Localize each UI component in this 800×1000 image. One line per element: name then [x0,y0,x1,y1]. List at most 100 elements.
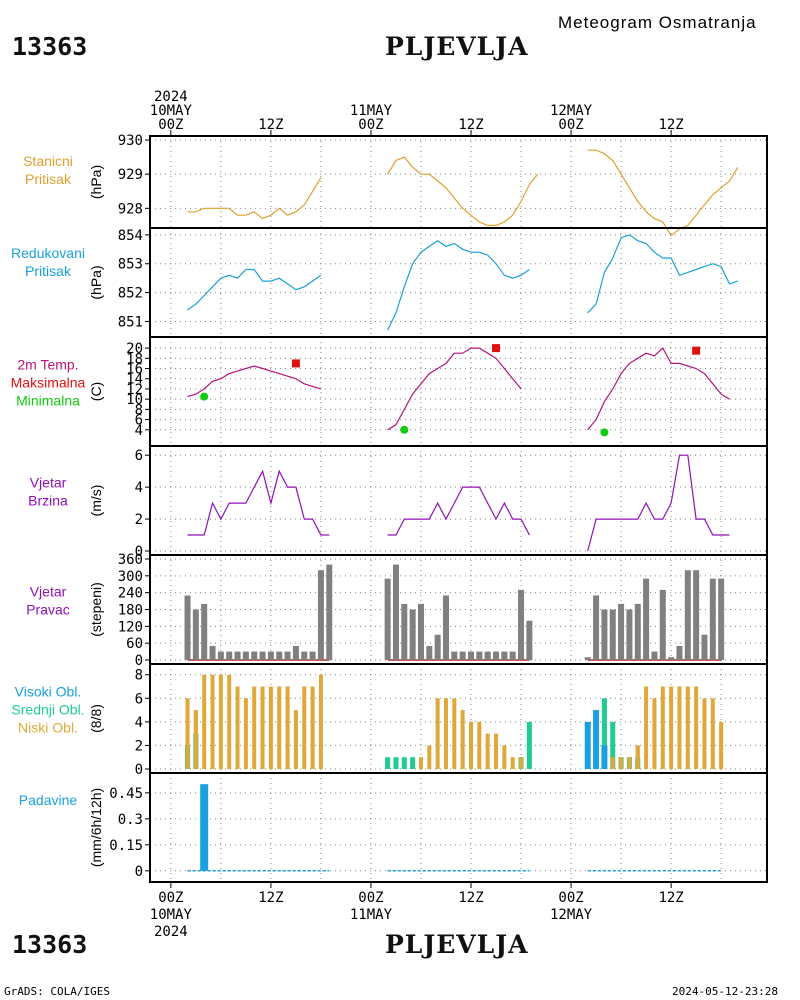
low-cloud-bar [702,698,707,769]
direction-bar [493,651,500,660]
low-cloud-bar [193,710,198,769]
series-line [187,177,322,220]
panel-label: Srednji Obl. [11,702,84,718]
direction-bar [242,651,249,660]
unit-label: (hPa) [88,165,104,199]
low-cloud-bar [485,733,490,769]
tmax-marker [492,344,501,353]
direction-bar [518,589,525,660]
panel-label: Padavine [19,792,78,808]
series-line [587,234,738,314]
panel-clouds: 0 2 4 6 8 (8/8) Visoki Obl. Srednji Obl. Niski O… [11,663,768,778]
low-cloud-bar [635,745,640,769]
direction-bar [417,603,424,660]
low-cloud-bar [427,745,432,769]
low-cloud-bar [469,721,474,769]
y-tick-label: 0.3 [118,812,143,828]
y-tick-label: 930 [118,133,143,149]
low-cloud-bar [669,686,674,769]
low-cloud-bar [519,757,524,769]
low-cloud-bar [494,733,499,769]
low-cloud-bar [227,674,232,769]
y-tick-label: 360 [118,552,143,568]
direction-bar [309,651,316,660]
tmin-marker [600,428,609,437]
timestamp-text: 2024-05-12-23:28 [672,985,778,998]
panel-label: Redukovani [11,245,85,261]
low-cloud-bar [202,674,207,769]
panel-label: 2m Temp. [17,357,78,373]
low-cloud-bar [719,721,724,769]
y-tick-label: 854 [118,228,143,244]
series-line [587,454,730,552]
tmax-marker [291,359,300,368]
station-name-bottom: PLJEVLJA [385,930,529,959]
product-title: Meteogram Osmatranja [558,13,757,32]
direction-bar [476,651,483,660]
low-cloud-bar [318,674,323,769]
high-cloud-bar [584,721,591,769]
unit-label: (mm/6h/12h) [88,788,104,867]
direction-bar [701,634,708,660]
direction-bar [601,609,608,660]
y-tick-label: 0 [135,544,143,560]
y-tick-label: 16 [126,362,143,378]
low-cloud-bar [644,686,649,769]
low-cloud-bar [277,686,282,769]
panel-label: Maksimalna [11,375,86,391]
credit-text: GrADS: COLA/IGES [4,985,110,998]
series-line [387,486,530,536]
x-tick-label-bottom: 12Z [658,890,683,906]
y-tick-label: 20 [126,341,143,357]
direction-bar [276,651,283,660]
x-tick-label-bottom: 12MAY [550,907,593,923]
mid-cloud-bar [410,757,416,769]
x-tick-label-bottom: 2024 [154,924,188,940]
station-id-top: 13363 [12,32,88,61]
direction-bar [234,651,241,660]
y-tick-label: 6 [135,448,143,464]
low-cloud-bar [435,698,440,769]
direction-bar [484,651,491,660]
direction-bar [192,609,199,660]
precip-bar [200,784,209,871]
panel-reduced_pressure: 851 852 853 854 (hPa)Redukovani Pritisak [11,227,768,338]
low-cloud-bar [285,686,290,769]
x-tick-label-top: 2024 [154,89,188,105]
unit-label: (8/8) [88,704,104,733]
x-tick-label-top: 00Z [358,117,383,133]
direction-bar [668,657,675,660]
station-name-top: PLJEVLJA [385,32,529,61]
direction-bar [593,595,600,660]
low-cloud-bar [452,698,457,769]
y-tick-label: 8 [135,668,143,684]
panel-label: Pritisak [25,263,72,279]
high-cloud-bar [601,745,608,769]
y-tick-label: 4 [135,423,143,439]
x-tick-label-bottom: 00Z [558,890,583,906]
direction-bar [584,657,591,660]
x-tick-label-top: 00Z [558,117,583,133]
y-tick-label: 18 [126,351,143,367]
low-cloud-bar [235,686,240,769]
y-tick-label: 0 [135,762,143,778]
mid-cloud-bar [601,698,607,769]
y-tick-label: 6 [135,413,143,429]
direction-bar [709,578,716,660]
direction-bar [292,645,299,660]
direction-bar [718,578,725,660]
unit-label: (C) [88,382,104,401]
x-tick-label-bottom: 12Z [458,890,483,906]
y-tick-label: 928 [118,201,143,217]
panel-label: Vjetar [30,475,67,491]
panel-label: Visoki Obl. [15,684,82,700]
y-tick-label: 4 [135,715,143,731]
y-tick-label: 2 [135,738,143,754]
direction-bar [459,651,466,660]
direction-bar [693,570,700,660]
direction-bar [409,609,416,660]
x-tick-label-top: 10MAY [150,103,193,119]
